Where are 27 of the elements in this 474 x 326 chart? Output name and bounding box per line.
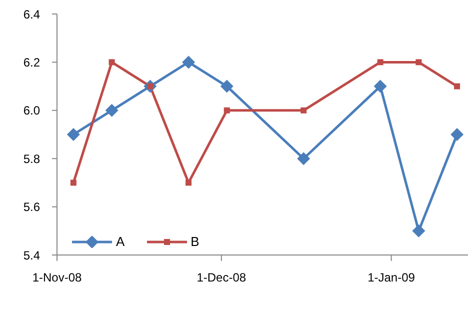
y-tick-label: 5.4 xyxy=(23,248,40,262)
x-tick-label: 1-Jan-09 xyxy=(368,270,416,285)
point xyxy=(182,56,196,69)
point xyxy=(300,107,307,114)
point xyxy=(377,59,384,66)
point xyxy=(412,224,426,238)
point xyxy=(66,128,80,141)
legend-label: B xyxy=(190,234,200,249)
point xyxy=(70,180,76,186)
y-tick-label: 6.0 xyxy=(23,104,40,118)
x-tick-label: 1-Dec-08 xyxy=(196,270,246,285)
y-tick-label: 5.6 xyxy=(23,200,40,214)
y-tick-label: 6.2 xyxy=(23,55,40,70)
x-tick-label: 1-Nov-08 xyxy=(32,270,82,285)
point xyxy=(105,104,118,117)
point xyxy=(450,128,464,141)
y-tick-label: 5.8 xyxy=(23,152,40,166)
point xyxy=(416,59,422,66)
point xyxy=(297,152,310,166)
point xyxy=(454,83,460,90)
y-tick-label: 6.4 xyxy=(23,7,40,22)
point xyxy=(374,80,387,93)
point xyxy=(186,180,192,186)
point xyxy=(108,59,115,66)
point xyxy=(220,80,234,93)
legend-label: A xyxy=(116,234,125,249)
point xyxy=(224,107,230,114)
